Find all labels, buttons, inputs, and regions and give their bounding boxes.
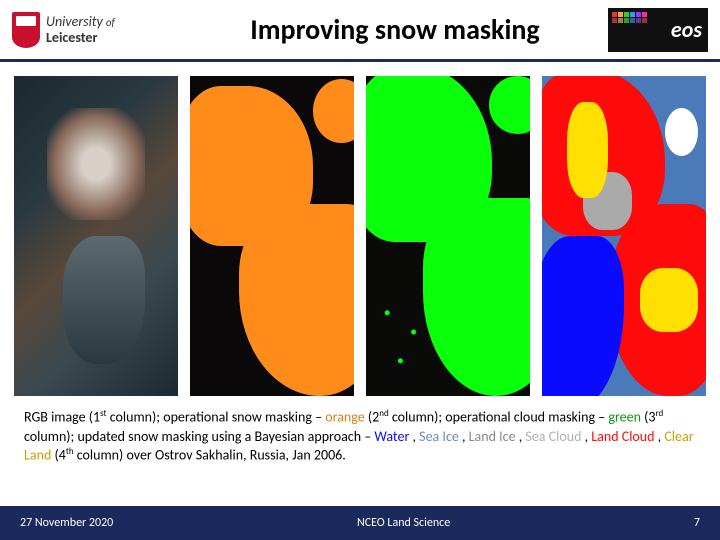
cap-t4: column); operational cloud masking – bbox=[389, 409, 609, 426]
eos-text: eos bbox=[671, 16, 702, 43]
footer-center: NCEO Land Science bbox=[113, 516, 694, 530]
image-rgb bbox=[14, 76, 178, 396]
eos-grid-icon bbox=[612, 12, 647, 23]
shield-icon bbox=[12, 12, 40, 48]
cap-t6: column); updated snow masking using a Ba… bbox=[24, 428, 374, 445]
cap-t2: column); operational snow masking – bbox=[107, 409, 326, 426]
cap-t3: (2 bbox=[365, 409, 380, 426]
eos-logo: eos bbox=[608, 8, 708, 52]
caption: RGB image (1st column); operational snow… bbox=[0, 402, 720, 470]
cap-water: Water bbox=[374, 428, 409, 445]
slide-title: Improving snow masking bbox=[182, 15, 608, 44]
cap-green: green bbox=[608, 409, 641, 426]
footer-date: 27 November 2020 bbox=[20, 516, 113, 530]
cap-t7: (4 bbox=[51, 447, 66, 464]
cap-seacloud: Sea Cloud bbox=[525, 428, 581, 445]
cap-orange: orange bbox=[325, 409, 364, 426]
cap-sep3: , bbox=[516, 428, 526, 445]
cap-sep5: , bbox=[655, 428, 665, 445]
cap-landcloud: Land Cloud bbox=[591, 428, 654, 445]
cap-seaice: Sea Ice bbox=[419, 428, 459, 445]
cap-s2: nd bbox=[379, 408, 388, 419]
image-row bbox=[0, 62, 720, 402]
cap-t5: (3 bbox=[641, 409, 656, 426]
university-logo: University of Leicester bbox=[12, 6, 182, 54]
slide-footer: 27 November 2020 NCEO Land Science 7 bbox=[0, 506, 720, 540]
cap-s4: th bbox=[66, 446, 74, 457]
cap-t1: RGB image (1 bbox=[24, 409, 100, 426]
image-bayesian bbox=[542, 76, 706, 396]
cap-landice: Land Ice bbox=[469, 428, 516, 445]
image-snow-mask bbox=[190, 76, 354, 396]
slide-header: University of Leicester Improving snow m… bbox=[0, 0, 720, 62]
university-name: University of Leicester bbox=[46, 14, 115, 45]
cap-sep1: , bbox=[409, 428, 419, 445]
uni-of: of bbox=[106, 16, 115, 29]
image-cloud-mask bbox=[366, 76, 530, 396]
footer-page: 7 bbox=[694, 516, 700, 530]
cap-s3: rd bbox=[655, 408, 663, 419]
uni-line2: Leicester bbox=[46, 29, 97, 46]
cap-t8: column) over Ostrov Sakhalin, Russia, Ja… bbox=[74, 447, 346, 464]
cap-sep4: , bbox=[581, 428, 591, 445]
cap-sep2: , bbox=[459, 428, 469, 445]
